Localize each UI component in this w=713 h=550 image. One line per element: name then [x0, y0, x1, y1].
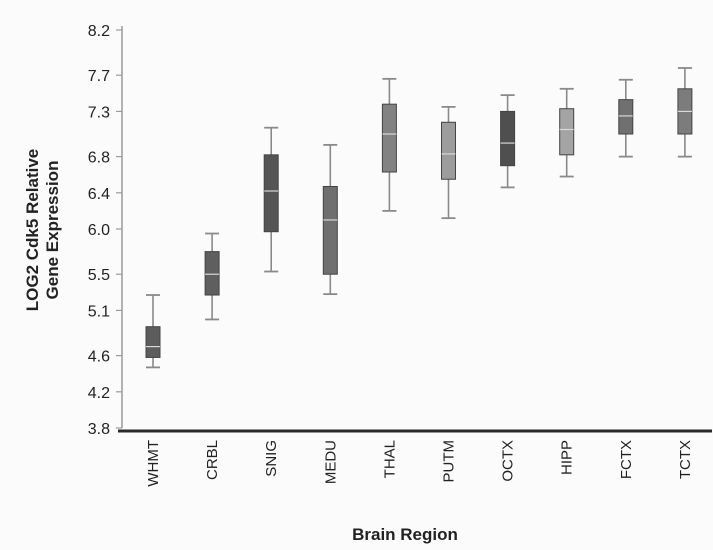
iqr-box-snig — [263, 154, 279, 233]
iqr-box-medu — [322, 185, 338, 275]
x-category-label-octx: OCTX — [500, 440, 517, 482]
box-hipp — [559, 87, 575, 178]
x-category-label-fctx: FCTX — [618, 440, 635, 479]
iqr-box-hipp — [559, 108, 575, 156]
y-tick-label: 7.3 — [88, 104, 110, 121]
y-axis: 8.2 7.7 7.3 6.8 6.4 6.0 5.5 5.1 4.6 4.2 3.8 — [88, 23, 123, 438]
box-octx — [500, 94, 516, 189]
iqr-box-thal — [381, 103, 397, 173]
box-fctx — [618, 78, 634, 158]
box-snig — [263, 126, 279, 273]
iqr-box-whmt — [145, 326, 161, 358]
box-medu — [322, 143, 338, 296]
y-tick-label: 8.2 — [88, 23, 110, 40]
y-tick-label: 5.1 — [88, 303, 110, 320]
x-axis-title: Brain Region — [352, 525, 458, 544]
x-category-label-thal: THAL — [381, 440, 398, 478]
y-tick-label: 4.6 — [88, 349, 110, 366]
y-tick-label: 4.2 — [88, 385, 110, 402]
box-tctx — [677, 67, 693, 158]
box-putm — [441, 105, 456, 220]
x-category-label-putm: PUTM — [441, 440, 458, 483]
y-axis-title-line1: LOG2 Cdk5 Relative — [23, 149, 42, 312]
y-tick-label: 7.7 — [88, 68, 110, 85]
iqr-box-crbl — [204, 251, 220, 296]
y-axis-title-line2: Gene Expression — [43, 161, 62, 300]
x-category-label-snig: SNIG — [263, 440, 280, 477]
x-category-label-tctx: TCTX — [677, 440, 694, 479]
box-crbl — [204, 232, 220, 321]
y-tick-label: 6.4 — [88, 186, 110, 203]
x-category-label-hipp: HIPP — [559, 440, 576, 475]
x-category-label-crbl: CRBL — [204, 440, 221, 480]
y-tick-label: 6.0 — [88, 222, 110, 239]
iqr-box-octx — [500, 110, 516, 167]
x-axis: WHMT CRBL SNIG MEDU THAL PUTM OCTX HIPP FCTX TCTX — [118, 429, 712, 487]
box-whmt — [145, 294, 161, 369]
y-tick-label: 3.8 — [88, 421, 110, 438]
x-category-label-medu: MEDU — [322, 440, 339, 484]
box-thal — [381, 77, 397, 212]
box-series — [145, 67, 693, 369]
y-axis-title: LOG2 Cdk5 Relative Gene Expression — [23, 149, 62, 312]
iqr-box-fctx — [618, 99, 634, 135]
iqr-box-putm — [441, 121, 456, 180]
x-category-label-whmt: WHMT — [145, 440, 162, 487]
y-tick-label: 6.8 — [88, 150, 110, 167]
y-tick-label: 5.5 — [88, 267, 110, 284]
